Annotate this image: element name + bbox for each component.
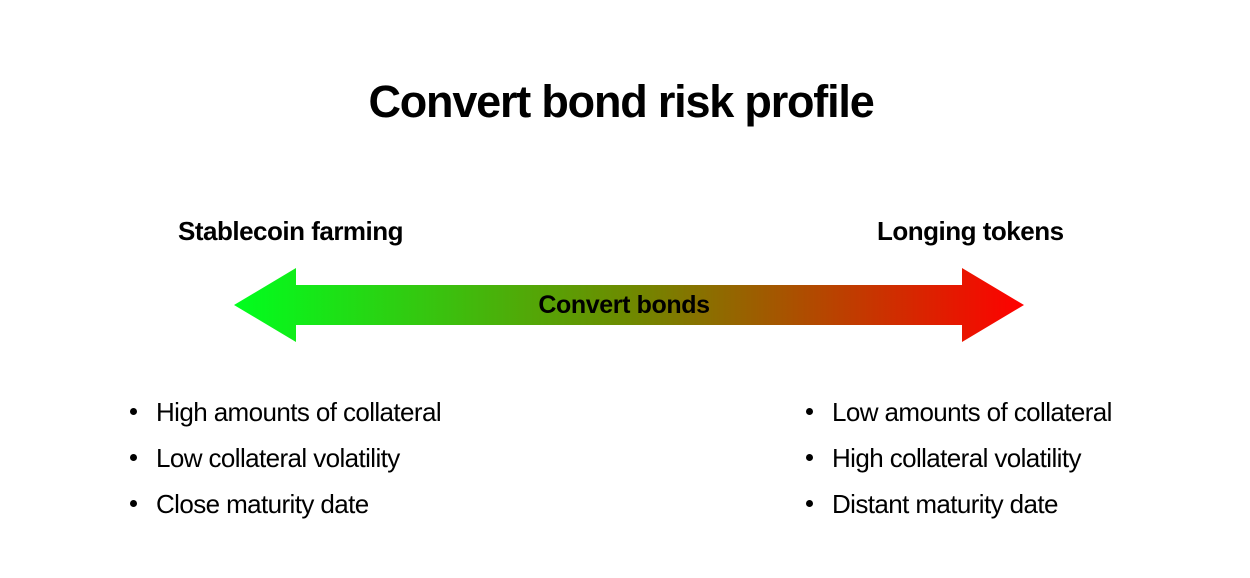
bullet-icon — [130, 408, 137, 415]
bullet-icon — [806, 408, 813, 415]
bullet-icon — [130, 500, 137, 507]
right-characteristics-list: Low amounts of collateral High collatera… — [804, 389, 1112, 527]
left-pole-label: Stablecoin farming — [178, 216, 404, 246]
list-item-text: High amounts of collateral — [156, 397, 442, 427]
list-item: Low collateral volatility — [128, 435, 441, 481]
left-characteristics-list: High amounts of collateral Low collatera… — [128, 389, 442, 527]
list-item-text: High collateral volatility — [832, 443, 1081, 473]
list-item-text: Close maturity date — [156, 489, 369, 519]
bullet-icon — [806, 500, 813, 507]
list-item: High collateral volatility — [804, 435, 1112, 481]
bullet-icon — [130, 454, 137, 461]
risk-spectrum-arrow: Convert bonds — [234, 268, 1024, 342]
double-arrow-icon — [234, 268, 1024, 342]
list-item: Close maturity date — [128, 481, 441, 527]
page-title: Convert bond risk profile — [368, 76, 874, 127]
list-item-text: Low amounts of collateral — [832, 397, 1112, 427]
bullet-icon — [806, 454, 813, 461]
list-item: Distant maturity date — [804, 481, 1112, 527]
list-item-text: Distant maturity date — [832, 489, 1058, 519]
arrow-shape — [234, 268, 1024, 342]
list-item-text: Low collateral volatility — [156, 443, 400, 473]
right-pole-label: Longing tokens — [877, 216, 1064, 246]
list-item: Low amounts of collateral — [804, 389, 1112, 435]
list-item: High amounts of collateral — [128, 389, 442, 435]
